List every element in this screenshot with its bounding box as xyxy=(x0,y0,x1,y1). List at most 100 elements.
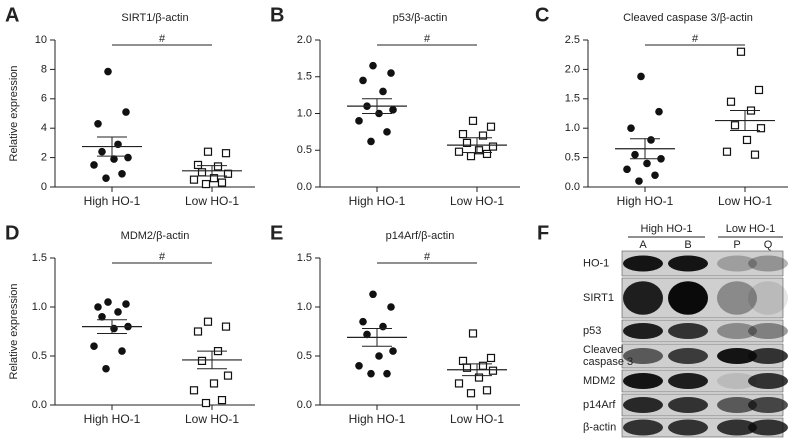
x-tick-label: Low HO-1 xyxy=(718,194,772,208)
data-point xyxy=(217,396,227,405)
data-point xyxy=(193,160,203,170)
blot-band xyxy=(668,255,708,272)
data-point xyxy=(197,356,207,365)
data-point xyxy=(730,121,740,130)
data-point xyxy=(104,298,112,306)
data-point xyxy=(756,124,766,133)
y-tick-label: 2.0 xyxy=(565,63,580,75)
panel-letter: E xyxy=(270,222,283,244)
row-label: p14Arf xyxy=(583,399,616,411)
y-tick-label: 6 xyxy=(41,93,47,105)
data-point xyxy=(122,300,130,308)
data-point xyxy=(637,72,645,81)
row-label: p53 xyxy=(583,325,601,337)
y-tick-label: 1.0 xyxy=(565,122,580,134)
data-point xyxy=(124,153,132,162)
blot-band xyxy=(717,397,757,413)
data-point xyxy=(193,327,203,336)
blot-band xyxy=(623,348,663,364)
data-point xyxy=(118,347,126,355)
x-tick-label: High HO-1 xyxy=(349,194,406,208)
blot-band xyxy=(623,255,663,272)
significance-mark: # xyxy=(159,251,166,263)
data-point xyxy=(98,147,106,156)
y-tick-label: 1.0 xyxy=(297,107,312,119)
data-point xyxy=(722,147,732,156)
blot-band xyxy=(668,397,708,413)
panel-letter: C xyxy=(535,4,549,26)
x-tick-label: Low HO-1 xyxy=(185,412,239,426)
data-point xyxy=(458,129,468,139)
data-point xyxy=(466,152,476,161)
blot-band xyxy=(623,373,663,389)
y-tick-label: 1.5 xyxy=(297,252,312,264)
data-point xyxy=(213,162,223,171)
data-point xyxy=(209,379,219,388)
data-point xyxy=(203,317,213,326)
data-point xyxy=(355,362,363,370)
y-tick-label: 0.5 xyxy=(297,350,312,362)
data-point xyxy=(389,347,397,355)
row-label: MDM2 xyxy=(583,375,615,387)
data-point xyxy=(104,67,112,76)
blot-band xyxy=(717,419,757,436)
data-point xyxy=(754,85,764,95)
row-label: HO-1 xyxy=(583,257,609,269)
data-point xyxy=(657,154,665,163)
data-point xyxy=(217,178,227,187)
data-point xyxy=(631,150,639,159)
data-point xyxy=(102,364,110,373)
blot-band xyxy=(623,281,663,315)
y-tick-label: 10 xyxy=(35,34,47,46)
data-point xyxy=(114,308,122,316)
blot-band xyxy=(623,397,663,413)
y-tick-label: 2.0 xyxy=(297,34,312,46)
y-tick-label: 0.5 xyxy=(297,144,312,156)
chart-title: p14Arf/β-actin xyxy=(386,230,455,242)
data-point xyxy=(635,177,643,185)
data-point xyxy=(98,313,106,321)
data-point xyxy=(478,131,488,140)
data-point xyxy=(474,146,484,155)
blot-band xyxy=(748,323,788,339)
data-point xyxy=(486,122,496,131)
y-tick-label: 8 xyxy=(41,63,47,75)
chart-title: p53/β-actin xyxy=(393,12,448,24)
data-point xyxy=(750,150,760,159)
data-point xyxy=(197,168,207,177)
data-point xyxy=(736,47,746,56)
blot-band xyxy=(748,419,788,436)
data-point xyxy=(742,135,752,145)
data-point xyxy=(655,107,663,116)
panel-letter: A xyxy=(5,4,19,26)
data-point xyxy=(383,369,391,378)
y-tick-label: 1.5 xyxy=(32,252,47,264)
x-tick-label: Low HO-1 xyxy=(450,412,504,426)
y-tick-label: 2 xyxy=(41,152,47,164)
data-point xyxy=(221,149,231,158)
y-tick-label: 0.5 xyxy=(565,152,580,164)
data-point xyxy=(110,155,118,163)
blot-band xyxy=(668,348,708,364)
y-tick-label: 1.5 xyxy=(297,71,312,83)
x-tick-label: High HO-1 xyxy=(84,412,141,426)
data-point xyxy=(363,330,371,339)
panel-letter: D xyxy=(5,222,19,244)
blot-band xyxy=(668,419,708,436)
data-point xyxy=(623,165,631,174)
data-point xyxy=(462,138,472,147)
data-point xyxy=(454,147,464,156)
row-label: caspase 3 xyxy=(583,356,633,368)
row-label: β-actin xyxy=(583,421,616,433)
blot-band xyxy=(748,397,788,413)
y-tick-label: 2.5 xyxy=(565,34,580,46)
data-point xyxy=(643,159,651,168)
y-tick-label: 0.0 xyxy=(297,181,312,193)
blot-band xyxy=(668,281,708,315)
data-point xyxy=(482,386,492,395)
chart-title: SIRT1/β-actin xyxy=(121,12,188,24)
data-point xyxy=(651,171,659,180)
y-tick-label: 0.0 xyxy=(297,399,312,411)
y-tick-label: 0 xyxy=(41,181,47,193)
